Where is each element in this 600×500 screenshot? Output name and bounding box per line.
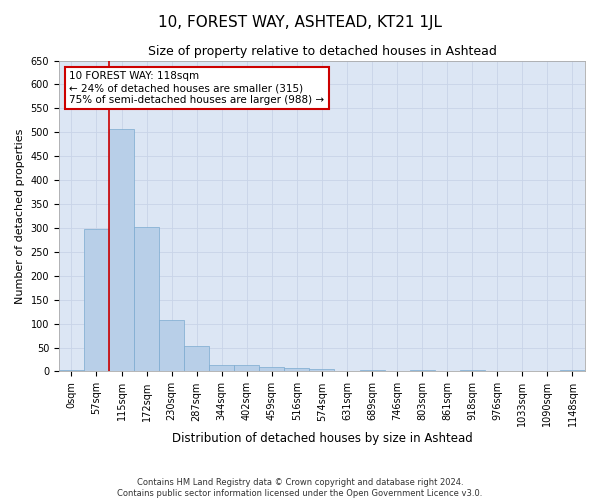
Text: 10 FOREST WAY: 118sqm
← 24% of detached houses are smaller (315)
75% of semi-det: 10 FOREST WAY: 118sqm ← 24% of detached … <box>70 72 325 104</box>
Bar <box>510 370 535 372</box>
Bar <box>59 370 84 372</box>
Title: Size of property relative to detached houses in Ashtead: Size of property relative to detached ho… <box>148 45 496 58</box>
Text: 10, FOREST WAY, ASHTEAD, KT21 1JL: 10, FOREST WAY, ASHTEAD, KT21 1JL <box>158 15 442 30</box>
Bar <box>209 366 234 372</box>
Bar <box>284 368 310 372</box>
Bar <box>359 370 385 372</box>
Bar <box>109 129 134 372</box>
X-axis label: Distribution of detached houses by size in Ashtead: Distribution of detached houses by size … <box>172 432 472 445</box>
Bar <box>334 370 359 372</box>
Bar <box>84 229 109 372</box>
Text: Contains HM Land Registry data © Crown copyright and database right 2024.
Contai: Contains HM Land Registry data © Crown c… <box>118 478 482 498</box>
Bar <box>560 370 585 372</box>
Bar <box>134 227 159 372</box>
Bar <box>310 369 334 372</box>
Y-axis label: Number of detached properties: Number of detached properties <box>15 128 25 304</box>
Bar <box>234 365 259 372</box>
Bar <box>159 320 184 372</box>
Bar <box>410 370 434 372</box>
Bar <box>460 370 485 372</box>
Bar <box>184 346 209 372</box>
Bar <box>259 366 284 372</box>
